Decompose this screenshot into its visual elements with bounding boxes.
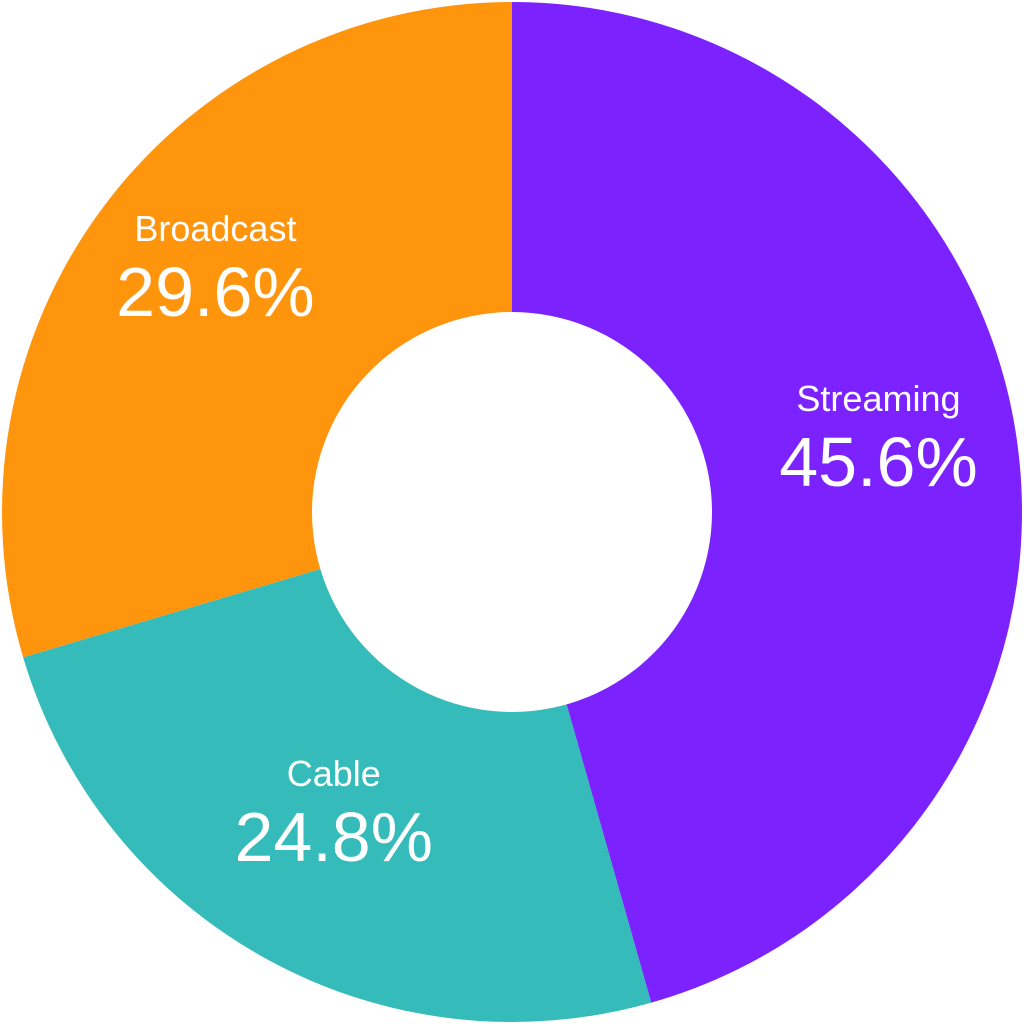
slice-label-streaming: Streaming: [796, 378, 960, 419]
slice-streaming: [512, 2, 1022, 1003]
slice-label-broadcast: Broadcast: [134, 208, 296, 249]
slice-value-cable: 24.8%: [235, 798, 433, 876]
slice-value-broadcast: 29.6%: [116, 253, 314, 331]
donut-hole: [312, 312, 712, 712]
slice-label-cable: Cable: [287, 753, 381, 794]
slice-value-streaming: 45.6%: [779, 423, 977, 501]
